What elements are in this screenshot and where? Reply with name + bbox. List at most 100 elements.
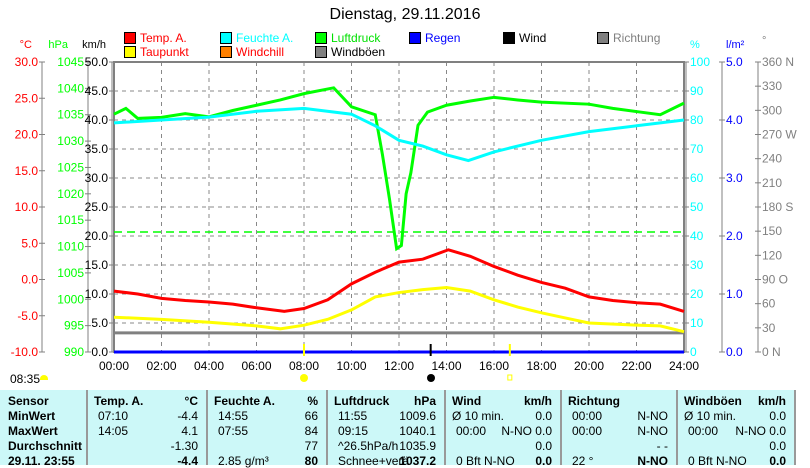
legend-item: Feuchte A.	[220, 31, 293, 45]
cell-value: 0.0	[535, 454, 552, 468]
moon-icon	[427, 374, 435, 382]
axis-tick-label: 0.0	[91, 345, 108, 359]
column-unit: %	[307, 394, 318, 408]
column-unit: hPa	[413, 394, 436, 408]
cell-value: N-NO	[637, 424, 668, 438]
axis-tick-label: 0	[690, 345, 697, 359]
axis-tick-label: 4.0	[726, 113, 743, 127]
axis-tick-label: 300	[762, 103, 782, 117]
axis-unit-label: l/m²	[726, 39, 745, 51]
axis-tick-label: 20	[690, 287, 704, 301]
axis-unit-label: hPa	[48, 39, 68, 51]
axis-tick-label: 995	[64, 319, 84, 333]
cell-value: N-NO	[637, 454, 668, 468]
x-tick-label: 24:00	[669, 359, 699, 373]
cell-label: 00:00	[456, 424, 487, 438]
axis-tick-label: 1045	[57, 55, 84, 69]
x-tick-label: 02:00	[146, 359, 176, 373]
axis-tick-label: 0.0	[21, 273, 38, 287]
gust-column: Windböen km/h Ø 10 min. 0.0 00:00 N-NO 0.0 0.0…	[678, 390, 796, 468]
cell-value: 0.0	[535, 409, 552, 423]
axis-tick-label: 120	[762, 248, 782, 262]
cell-value: - -	[656, 439, 668, 453]
axis-tick-label: 1040	[57, 81, 84, 95]
axis-tick-label: 80	[690, 113, 704, 127]
current-time: 08:35	[10, 372, 41, 386]
axis-tick-label: 150	[762, 224, 782, 238]
legend-item: Windböen	[315, 45, 385, 59]
cell-value: 1035.9	[399, 439, 436, 453]
legend-swatch	[220, 32, 232, 44]
hum-column: Feuchte A.% 14:55 66 07:55 84 77 2.85 g/m³ 80	[208, 390, 328, 468]
axis-tick-label: -10.0	[11, 345, 39, 359]
axis-tick-label: 1010	[57, 240, 84, 254]
axis-tick-label: 10.0	[15, 200, 39, 214]
axis-tick-label: 0 N	[762, 345, 781, 359]
column-header: Luftdruck	[334, 394, 390, 408]
legend-label: Feuchte A.	[236, 31, 294, 45]
axis-tick-label: 90	[690, 84, 704, 98]
axis-tick-label: 10	[690, 316, 704, 330]
cell-value: 4.1	[181, 424, 198, 438]
axis-tick-label: 30.0	[15, 55, 39, 69]
axis-tick-label: 40.0	[85, 113, 109, 127]
cell-label: 2.85 g/m³	[218, 454, 269, 468]
cell-label: 07:10	[98, 409, 129, 423]
axis-tick-label: 40	[690, 229, 704, 243]
axis-tick-label: 50	[690, 200, 704, 214]
axis-tick-label: 360 N	[762, 55, 794, 69]
legend-label: Windchill	[236, 45, 285, 59]
chart-title: Dienstag, 29.11.2016	[329, 6, 481, 23]
cell-value: 0.0	[535, 439, 552, 453]
axis-tick-label: 50.0	[85, 55, 109, 69]
legend-swatch	[315, 32, 327, 44]
axis-tick-label: 990	[64, 345, 84, 359]
series-line-taupunkt	[113, 285, 685, 334]
sunrise-icon	[40, 375, 48, 380]
cell-value: 77	[304, 439, 318, 453]
series-line-temp-a-	[113, 248, 685, 313]
cell-label: 14:55	[218, 409, 249, 423]
cell-label: 0 Bft N-NO	[688, 454, 747, 468]
x-tick-label: 20:00	[574, 359, 604, 373]
x-tick-label: 14:00	[431, 359, 461, 373]
column-unit: km/h	[757, 394, 786, 408]
cell-label: Ø 10 min.	[684, 409, 737, 423]
axis-tick-label: 1005	[57, 266, 84, 280]
axis-tick-label: 60	[690, 171, 704, 185]
axis-tick-label: 30	[762, 321, 776, 335]
cell-value: N-NO 0.0	[735, 424, 786, 438]
sunset-icon	[507, 374, 513, 381]
row-label: Durchschnitt	[8, 439, 83, 453]
legend-swatch	[503, 32, 515, 44]
axis-tick-label: 25.0	[85, 200, 109, 214]
legend-swatch	[315, 46, 327, 58]
x-tick-label: 12:00	[384, 359, 414, 373]
axis-tick-label: 5.0	[91, 316, 108, 330]
cell-label: 11:55	[338, 409, 368, 423]
axis-tick-label: 35.0	[85, 142, 109, 156]
axis-tick-label: 30	[690, 258, 704, 272]
cell-label: 09:15	[338, 424, 369, 438]
cell-label: 00:00	[572, 424, 603, 438]
sun-icon	[300, 374, 308, 382]
axis-tick-label: 210	[762, 176, 782, 190]
legend-label: Taupunkt	[140, 45, 189, 59]
x-tick-label: 08:00	[289, 359, 319, 373]
axis-tick-label: 240	[762, 152, 782, 166]
legend-label: Luftdruck	[331, 31, 381, 45]
legend-item: Richtung	[597, 31, 660, 45]
cell-label: ^26.5hPa/h	[338, 439, 399, 453]
axis-unit-label: km/h	[82, 39, 106, 51]
column-header: Wind	[452, 394, 482, 408]
axis-unit-label: %	[690, 39, 700, 51]
legend-label: Wind	[519, 31, 547, 45]
cell-value: 1037.2	[399, 454, 436, 468]
series-line-feuchte-a-	[113, 106, 685, 163]
axis-unit-label: °C	[20, 39, 32, 51]
axis-tick-label: 15.0	[85, 258, 109, 272]
x-tick-label: 10:00	[336, 359, 366, 373]
cell-value: N-NO 0.0	[501, 424, 552, 438]
axis-tick-label: 1.0	[726, 287, 743, 301]
axis-tick-label: 1030	[57, 134, 84, 148]
